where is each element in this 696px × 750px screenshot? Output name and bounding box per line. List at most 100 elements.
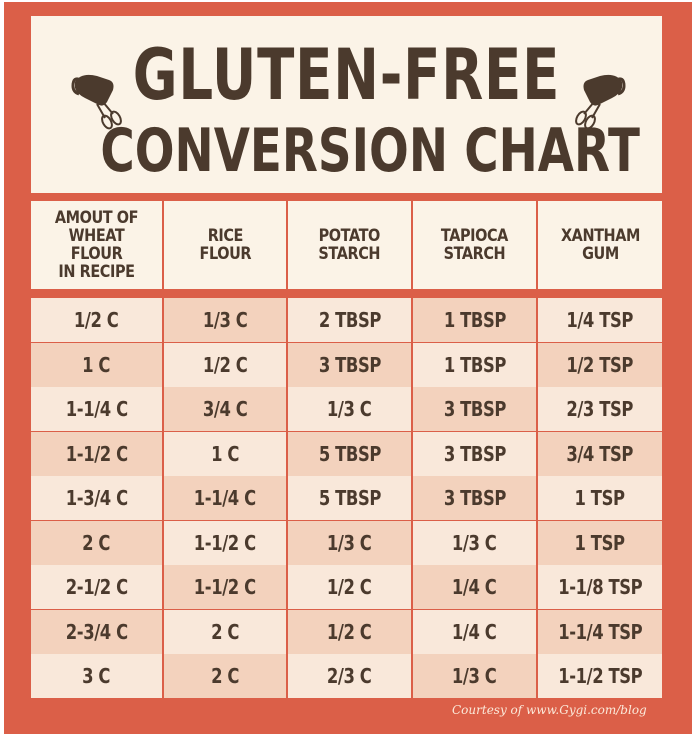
table-cell: 2 C bbox=[164, 609, 286, 654]
chart-header: GLUTEN-FREE CONVERSION CHART bbox=[31, 16, 662, 193]
table-cell-value: 1/2 C bbox=[202, 352, 248, 377]
table-cell-value: 1/3 C bbox=[452, 664, 497, 688]
table-cell-value: 2/3 C bbox=[327, 664, 372, 688]
table-cell: 1-1/2 TSP bbox=[538, 654, 662, 698]
table-cell-value: 1 C bbox=[211, 441, 239, 466]
table-cell-value: 1-1/2 TSP bbox=[557, 664, 643, 688]
column-header: XANTHAM GUM bbox=[538, 201, 662, 289]
table-cell: 3 TBSP bbox=[413, 431, 536, 476]
table-cell-value: 1/2 C bbox=[327, 575, 372, 599]
table-cell: 1/2 C bbox=[288, 609, 411, 654]
credit-text: Courtesy of www.Gygi.com/blog bbox=[452, 703, 647, 717]
table-cell-value: 2 C bbox=[211, 619, 239, 644]
table-cell-value: 1 TSP bbox=[574, 530, 626, 555]
table-cell-value: 3 TBSP bbox=[443, 441, 506, 466]
table-cell-value: 1-1/8 TSP bbox=[557, 575, 643, 599]
table-cell-value: 3 TBSP bbox=[443, 486, 506, 510]
table-cell: 1/3 C bbox=[413, 520, 536, 565]
table-cell-value: 1/3 C bbox=[452, 530, 497, 555]
table-cell-value: 1-1/2 C bbox=[65, 441, 128, 466]
table-cell: 1/3 C bbox=[288, 387, 411, 431]
column-header-label: POTATO STARCH bbox=[318, 226, 381, 264]
column-header-label: RICE FLOUR bbox=[199, 226, 251, 264]
table-cell: 1/2 C bbox=[164, 342, 286, 387]
table-cell: 1-1/2 C bbox=[31, 431, 162, 476]
table-cell: 1 TBSP bbox=[413, 342, 536, 387]
table-cell-value: 2 C bbox=[82, 530, 111, 555]
table-cell: 1/2 C bbox=[31, 298, 162, 342]
table-cell-value: 3/4 C bbox=[202, 397, 248, 421]
table-cell: 5 TBSP bbox=[288, 476, 411, 520]
table-cell-value: 2 C bbox=[211, 664, 239, 688]
table-cell-value: 1/2 TSP bbox=[566, 352, 634, 377]
table-cell: 1 C bbox=[31, 342, 162, 387]
column-header: RICE FLOUR bbox=[164, 201, 286, 289]
table-cell-value: 3 TBSP bbox=[318, 352, 381, 377]
title-line-1: GLUTEN-FREE bbox=[132, 34, 561, 116]
table-cell-value: 1-1/2 C bbox=[194, 530, 256, 555]
table-cell: 2/3 TSP bbox=[538, 387, 662, 431]
table-cell: 3 TBSP bbox=[288, 342, 411, 387]
table-cell-value: 1/3 C bbox=[327, 397, 372, 421]
table-cell-value: 2-3/4 C bbox=[65, 619, 128, 644]
column-header: POTATO STARCH bbox=[288, 201, 411, 289]
table-cell-value: 1 TSP bbox=[574, 486, 626, 510]
table-cell: 3 TBSP bbox=[413, 476, 536, 520]
hand-mixer-icon bbox=[71, 74, 122, 130]
column-header-label: TAPIOCA STARCH bbox=[441, 226, 508, 264]
table-cell: 2 C bbox=[164, 654, 286, 698]
table-cell-value: 1/3 C bbox=[202, 308, 248, 332]
table-cell-value: 5 TBSP bbox=[318, 441, 381, 466]
table-cell-value: 2/3 TSP bbox=[566, 397, 634, 421]
table-cell: 2-3/4 C bbox=[31, 609, 162, 654]
table-cell: 1 C bbox=[164, 431, 286, 476]
table-cell-value: 1/4 C bbox=[452, 575, 497, 599]
hand-mixer-icon bbox=[575, 74, 626, 130]
table-cell: 1/3 C bbox=[413, 654, 536, 698]
table-cell: 1 TSP bbox=[538, 520, 662, 565]
title-line-2: CONVERSION CHART bbox=[100, 116, 640, 186]
table-cell-value: 1/2 C bbox=[327, 619, 372, 644]
table-cell: 1/3 C bbox=[164, 298, 286, 342]
table-cell: 3/4 TSP bbox=[538, 431, 662, 476]
table-cell: 2 C bbox=[31, 520, 162, 565]
table-cell: 1/3 C bbox=[288, 520, 411, 565]
table-cell: 1 TBSP bbox=[413, 298, 536, 342]
column-header: AMOUT OF WHEAT FLOUR IN RECIPE bbox=[31, 201, 162, 289]
table-cell: 1 TSP bbox=[538, 476, 662, 520]
table-cell-value: 1 TBSP bbox=[443, 308, 506, 332]
table-cell-value: 3 C bbox=[82, 664, 111, 688]
table-cell-value: 1/2 C bbox=[74, 308, 119, 332]
table-cell: 1-1/4 C bbox=[31, 387, 162, 431]
table-cell-value: 1 C bbox=[82, 352, 111, 377]
table-cell: 1/4 TSP bbox=[538, 298, 662, 342]
table-cell-value: 1-3/4 C bbox=[65, 486, 128, 510]
table-cell: 1-1/4 C bbox=[164, 476, 286, 520]
table-cell-value: 2 TBSP bbox=[318, 308, 381, 332]
table-cell-value: 1 TBSP bbox=[443, 352, 506, 377]
table-cell: 1/2 C bbox=[288, 565, 411, 609]
table-cell-value: 1-1/2 C bbox=[194, 575, 256, 599]
table-cell-value: 3 TBSP bbox=[443, 397, 506, 421]
table-cell: 1-1/2 C bbox=[164, 565, 286, 609]
table-cell-value: 1-1/4 TSP bbox=[557, 619, 643, 644]
column-header-label: AMOUT OF WHEAT FLOUR IN RECIPE bbox=[54, 208, 139, 282]
table-cell: 1-1/8 TSP bbox=[538, 565, 662, 609]
table-cell: 1-1/4 TSP bbox=[538, 609, 662, 654]
table-cell-value: 3/4 TSP bbox=[566, 441, 634, 466]
table-cell: 1/2 TSP bbox=[538, 342, 662, 387]
table-cell: 2-1/2 C bbox=[31, 565, 162, 609]
column-header-label: XANTHAM GUM bbox=[560, 226, 640, 264]
table-cell-value: 5 TBSP bbox=[318, 486, 381, 510]
table-cell-value: 1-1/4 C bbox=[194, 486, 256, 510]
table-cell-value: 1/4 C bbox=[452, 619, 497, 644]
table-cell: 1-1/2 C bbox=[164, 520, 286, 565]
table-cell: 1/4 C bbox=[413, 609, 536, 654]
table-cell: 3 C bbox=[31, 654, 162, 698]
table-cell: 3 TBSP bbox=[413, 387, 536, 431]
table-cell: 2/3 C bbox=[288, 654, 411, 698]
table-cell: 1-3/4 C bbox=[31, 476, 162, 520]
table-cell: 1/4 C bbox=[413, 565, 536, 609]
table-cell: 3/4 C bbox=[164, 387, 286, 431]
table-cell-value: 1/3 C bbox=[327, 530, 372, 555]
